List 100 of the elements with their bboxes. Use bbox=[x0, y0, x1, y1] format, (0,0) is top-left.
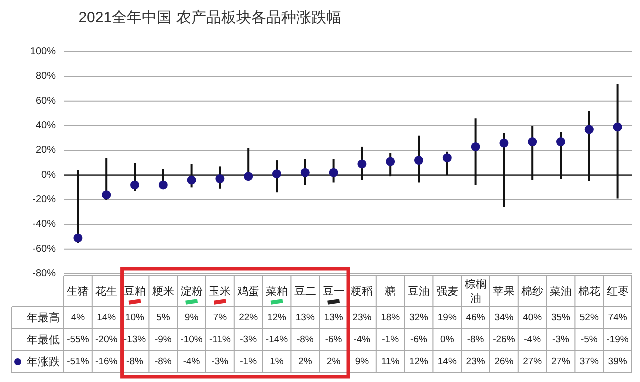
y-tick-label: -40% bbox=[32, 219, 56, 230]
text: 0% bbox=[440, 334, 455, 346]
x-tick-label: 菜粕 bbox=[266, 285, 288, 298]
data-label: 12% bbox=[409, 356, 430, 368]
data-label: 27% bbox=[551, 356, 572, 368]
data-label: 2% bbox=[326, 356, 342, 368]
x-tick-label: 苹果 bbox=[493, 285, 516, 298]
y-tick-label: -20% bbox=[32, 194, 56, 206]
data-label: 37% bbox=[580, 356, 600, 368]
data-label: -51% bbox=[67, 356, 90, 368]
point bbox=[528, 138, 538, 147]
point bbox=[130, 180, 140, 190]
point bbox=[358, 160, 367, 169]
data-label: 39% bbox=[608, 356, 628, 368]
point bbox=[329, 168, 338, 178]
legend-label: 年涨跌 bbox=[27, 356, 60, 368]
text: -14% bbox=[266, 334, 289, 346]
x-tick-label: 豆一 bbox=[322, 285, 345, 298]
text: 46% bbox=[466, 312, 486, 324]
x-tick-label: 棕榈油 bbox=[464, 278, 487, 305]
data-label: 14% bbox=[438, 356, 458, 368]
point bbox=[556, 138, 566, 147]
x-tick-label: 鸡蛋 bbox=[236, 285, 260, 298]
text: 74% bbox=[608, 312, 628, 324]
text: 10% bbox=[125, 312, 146, 324]
point bbox=[414, 156, 424, 166]
text: 年最低 bbox=[27, 334, 60, 346]
x-tick-label: 玉米 bbox=[209, 285, 232, 298]
text: -13% bbox=[124, 334, 147, 346]
point bbox=[584, 125, 594, 134]
data-label: -1% bbox=[240, 356, 258, 368]
text: 23% bbox=[352, 312, 372, 324]
text: 12% bbox=[267, 312, 288, 324]
text: 22% bbox=[239, 312, 259, 324]
x-tick-label: 豆油 bbox=[408, 285, 430, 298]
y-tick-label: -60% bbox=[32, 244, 56, 255]
text: 32% bbox=[409, 312, 430, 324]
point bbox=[216, 174, 225, 184]
point bbox=[442, 154, 452, 163]
text: 13% bbox=[324, 312, 344, 324]
point bbox=[500, 138, 509, 148]
text: -3% bbox=[240, 334, 258, 346]
y-tick-label: 20% bbox=[36, 145, 56, 156]
point bbox=[102, 190, 112, 200]
point bbox=[613, 122, 622, 132]
data-label: -8% bbox=[154, 356, 172, 368]
text: -8% bbox=[296, 334, 314, 346]
x-tick-label: 粳稻 bbox=[351, 285, 374, 298]
data-label: 1% bbox=[270, 356, 284, 368]
point bbox=[272, 170, 282, 179]
text: -6% bbox=[410, 334, 428, 346]
point bbox=[187, 176, 196, 185]
data-label: -4% bbox=[183, 356, 201, 368]
text: -6% bbox=[325, 334, 343, 346]
y-tick-label: 60% bbox=[36, 96, 56, 107]
x-tick-label: 菜油 bbox=[550, 285, 572, 298]
x-tick-label: 豆粕 bbox=[124, 285, 146, 298]
text: -11% bbox=[209, 334, 232, 346]
x-tick-label: 生猪 bbox=[67, 285, 90, 298]
text: 14% bbox=[97, 312, 117, 324]
x-tick-label: 红枣 bbox=[606, 285, 629, 298]
x-tick-label: 豆二 bbox=[294, 285, 316, 298]
point bbox=[300, 168, 310, 178]
text: -9% bbox=[154, 334, 172, 346]
chart-title: 2021全年中国 农产品板块各品种涨跌幅 bbox=[78, 10, 342, 26]
point bbox=[158, 180, 168, 190]
point bbox=[471, 142, 480, 152]
text: 4% bbox=[71, 312, 86, 324]
point bbox=[386, 157, 396, 166]
text: -3% bbox=[552, 334, 570, 346]
text: -20% bbox=[96, 334, 118, 346]
text: -19% bbox=[606, 334, 630, 346]
x-tick-label: 糖 bbox=[385, 285, 396, 298]
text: -4% bbox=[524, 334, 542, 346]
text: 40% bbox=[523, 312, 543, 324]
text: 9% bbox=[184, 312, 200, 324]
x-tick-label: 粳米 bbox=[152, 285, 174, 298]
x-tick-label: 花生 bbox=[96, 285, 118, 298]
y-tick-label: 0% bbox=[42, 170, 56, 181]
text: 35% bbox=[551, 312, 572, 324]
x-tick-label: 棉花 bbox=[578, 285, 600, 298]
data-label: -3% bbox=[212, 356, 230, 368]
y-tick-label: 40% bbox=[36, 120, 56, 132]
data-label: 9% bbox=[355, 356, 370, 368]
text: 19% bbox=[438, 312, 458, 324]
text: 年最高 bbox=[27, 312, 60, 324]
data-label: -8% bbox=[126, 356, 144, 368]
point bbox=[244, 172, 254, 182]
y-tick-label: -80% bbox=[32, 268, 56, 280]
x-tick-label: 淀粉 bbox=[180, 285, 203, 298]
text: -55% bbox=[67, 334, 90, 346]
data-label: 27% bbox=[523, 356, 543, 368]
data-label: 11% bbox=[381, 356, 400, 368]
text: -10% bbox=[180, 334, 204, 346]
x-tick-label: 棉纱 bbox=[522, 285, 544, 298]
text: 34% bbox=[494, 312, 514, 324]
y-tick-label: 100% bbox=[30, 46, 56, 58]
text: 13% bbox=[296, 312, 316, 324]
text: -1% bbox=[382, 334, 400, 346]
text: 18% bbox=[381, 312, 401, 324]
